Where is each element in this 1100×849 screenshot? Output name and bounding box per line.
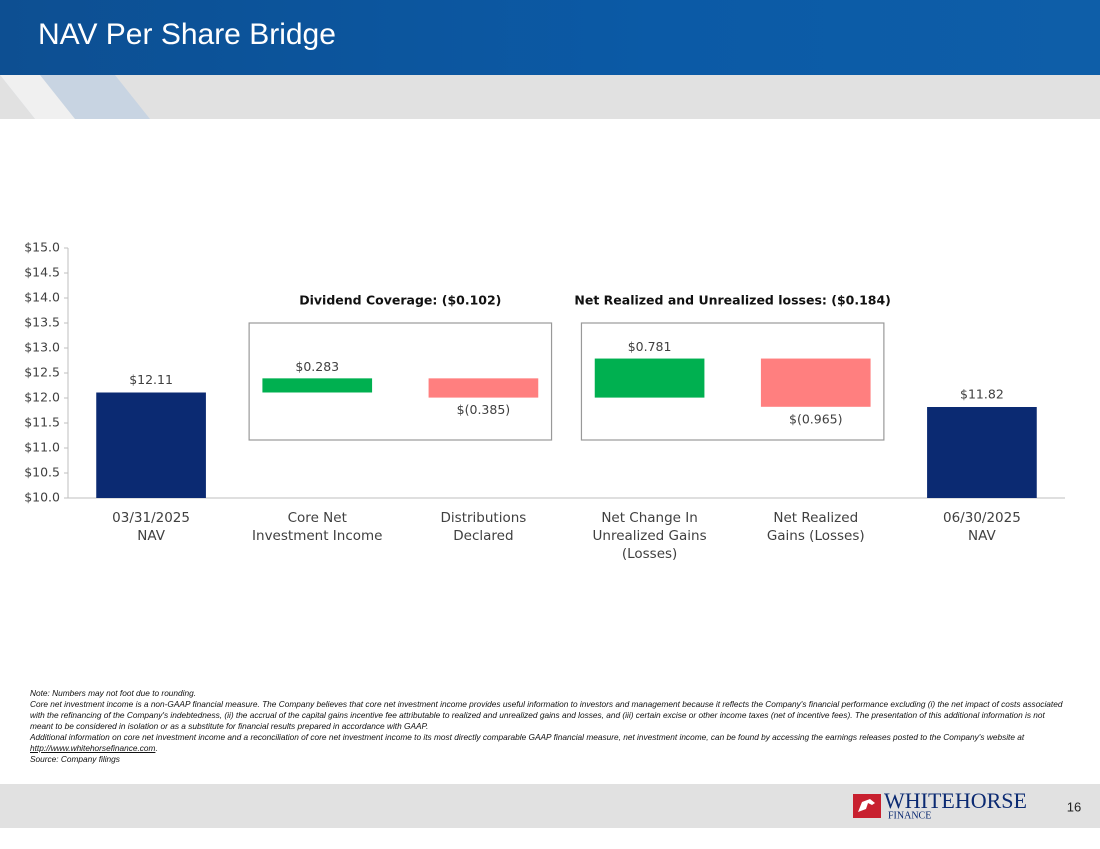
footer-band: [0, 784, 1100, 828]
y-tick-label: $12.0: [24, 390, 60, 405]
value-label: $12.11: [129, 372, 173, 387]
slide-title: NAV Per Share Bridge: [38, 18, 336, 51]
value-label: $0.283: [295, 359, 339, 374]
annotation-box: [248, 322, 553, 441]
value-label: $(0.385): [457, 402, 511, 417]
value-label: $11.82: [960, 387, 1004, 402]
annotation: Dividend Coverage: ($0.102): [299, 293, 501, 308]
bar: [927, 407, 1037, 498]
y-tick-label: $12.5: [24, 365, 60, 380]
note: Additional information on core net inves…: [30, 732, 1070, 754]
y-tick-label: $13.5: [24, 315, 60, 330]
note: Source: Company filings: [30, 754, 120, 764]
logo: [853, 794, 881, 818]
bar: [96, 392, 206, 498]
y-tick-label: $11.5: [24, 415, 60, 430]
annotation: Net Realized and Unrealized losses: ($0.…: [574, 293, 891, 308]
bar: [262, 378, 373, 393]
x-tick-label: Net Change In: [601, 510, 698, 526]
note: Core net investment income is a non-GAAP…: [30, 699, 1063, 731]
y-tick-label: $13.0: [24, 340, 60, 355]
x-tick-label: Net Realized: [773, 510, 858, 526]
x-tick-label: (Losses): [622, 546, 677, 562]
x-tick-label: NAV: [968, 528, 996, 544]
y-tick-label: $14.5: [24, 265, 60, 280]
x-tick-label: 03/31/2025: [112, 510, 190, 526]
x-tick-label: Core Net: [288, 510, 347, 526]
notes: Note: Numbers may not foot due to roundi…: [30, 688, 1070, 765]
x-tick-label: Declared: [453, 528, 513, 544]
x-tick-label: NAV: [137, 528, 165, 544]
bar: [428, 378, 539, 398]
x-tick-label: Distributions: [441, 510, 527, 526]
y-tick-label: $15.0: [24, 240, 60, 255]
x-tick-label: Gains (Losses): [767, 528, 865, 544]
y-tick-label: $10.0: [24, 490, 60, 505]
x-tick-label: Investment Income: [252, 528, 382, 544]
value-label: $0.781: [628, 339, 672, 354]
y-tick-label: $10.5: [24, 465, 60, 480]
value-label: $(0.965): [789, 411, 843, 426]
bar: [594, 358, 705, 398]
page-number: 16: [1067, 799, 1081, 814]
logo-text: WHITEHORSE: [884, 788, 1027, 813]
y-tick-label: $14.0: [24, 290, 60, 305]
y-tick-label: $11.0: [24, 440, 60, 455]
header-band: [0, 75, 1100, 119]
x-tick-label: 06/30/2025: [943, 510, 1021, 526]
note-text: Additional information on core net inves…: [30, 732, 1025, 742]
annotation-box: [580, 322, 885, 441]
link[interactable]: http://www.whitehorsefinance.com: [30, 743, 156, 753]
note-text: .: [155, 743, 158, 753]
logo-subtext: FINANCE: [888, 810, 931, 821]
band-decoration: [0, 75, 150, 119]
bar: [760, 358, 871, 407]
note: Note: Numbers may not foot due to roundi…: [30, 688, 197, 698]
header: NAV Per Share Bridge: [0, 0, 1100, 75]
x-tick-label: Unrealized Gains: [593, 528, 707, 544]
